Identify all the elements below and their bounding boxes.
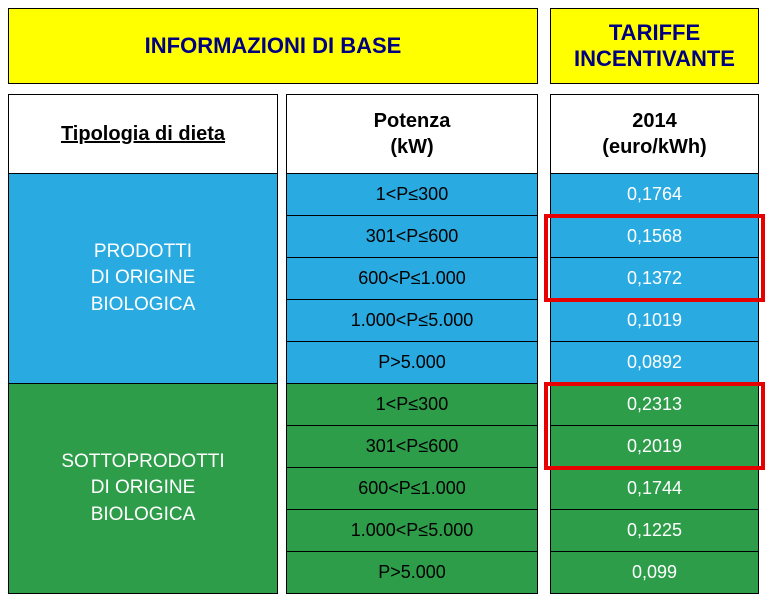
cat2-line3: BIOLOGICA (61, 502, 224, 529)
category-cell-sottoprodotti: SOTTOPRODOTTI DI ORIGINE BIOLOGICA (8, 384, 278, 594)
power-row: 1<P≤300 (286, 174, 538, 216)
header-informazioni: INFORMAZIONI DI BASE (8, 8, 538, 84)
tariff-row: 0,1764 (550, 174, 759, 216)
tariff-row: 0,099 (550, 552, 759, 594)
tariff-row: 0,1225 (550, 510, 759, 552)
tariff-row: 0,1568 (550, 216, 759, 258)
tariffa-header-line2: (euro/kWh) (602, 134, 706, 160)
potenza-header-line1: Potenza (374, 108, 451, 134)
header-tariffe-line1: TARIFFE (574, 20, 735, 46)
tariffa-header: 2014 (euro/kWh) (550, 94, 759, 174)
tariff-row: 0,1372 (550, 258, 759, 300)
power-row: 600<P≤1.000 (286, 258, 538, 300)
power-row: 600<P≤1.000 (286, 468, 538, 510)
header-tariffe: TARIFFE INCENTIVANTE (550, 8, 759, 84)
header-tariffe-line2: INCENTIVANTE (574, 46, 735, 72)
table-container: INFORMAZIONI DI BASE Tipologia di dieta … (8, 8, 759, 594)
category-cell-prodotti: PRODOTTI DI ORIGINE BIOLOGICA (8, 174, 278, 384)
power-row: 1<P≤300 (286, 384, 538, 426)
right-column: TARIFFE INCENTIVANTE 2014 (euro/kWh) 0,1… (550, 8, 759, 594)
potenza-header: Potenza (kW) (286, 94, 538, 174)
potenza-header-line2: (kW) (390, 134, 433, 160)
tariff-row: 0,2019 (550, 426, 759, 468)
tipologia-header: Tipologia di dieta (8, 94, 278, 174)
power-row: 1.000<P≤5.000 (286, 510, 538, 552)
power-row: 301<P≤600 (286, 216, 538, 258)
power-row: 301<P≤600 (286, 426, 538, 468)
cat1-line3: BIOLOGICA (91, 292, 196, 319)
tipologia-header-text: Tipologia di dieta (61, 121, 225, 147)
power-row: P>5.000 (286, 552, 538, 594)
tariff-row: 0,0892 (550, 342, 759, 384)
potenza-column: Potenza (kW) 1<P≤300 301<P≤600 600<P≤1.0… (286, 94, 538, 594)
left-column: INFORMAZIONI DI BASE Tipologia di dieta … (8, 8, 538, 594)
tariff-row: 0,1019 (550, 300, 759, 342)
power-row: P>5.000 (286, 342, 538, 384)
cat1-line1: PRODOTTI (91, 239, 196, 266)
tipologia-column: Tipologia di dieta PRODOTTI DI ORIGINE B… (8, 94, 278, 594)
tariffa-header-line1: 2014 (632, 108, 677, 134)
cat2-line1: SOTTOPRODOTTI (61, 449, 224, 476)
header-informazioni-text: INFORMAZIONI DI BASE (145, 33, 402, 59)
sub-columns-row: Tipologia di dieta PRODOTTI DI ORIGINE B… (8, 94, 538, 594)
power-row: 1.000<P≤5.000 (286, 300, 538, 342)
cat1-line2: DI ORIGINE (91, 265, 196, 292)
tariff-body: 2014 (euro/kWh) 0,1764 0,1568 0,1372 0,1… (550, 94, 759, 594)
tariff-row: 0,2313 (550, 384, 759, 426)
tariff-row: 0,1744 (550, 468, 759, 510)
cat2-line2: DI ORIGINE (61, 475, 224, 502)
